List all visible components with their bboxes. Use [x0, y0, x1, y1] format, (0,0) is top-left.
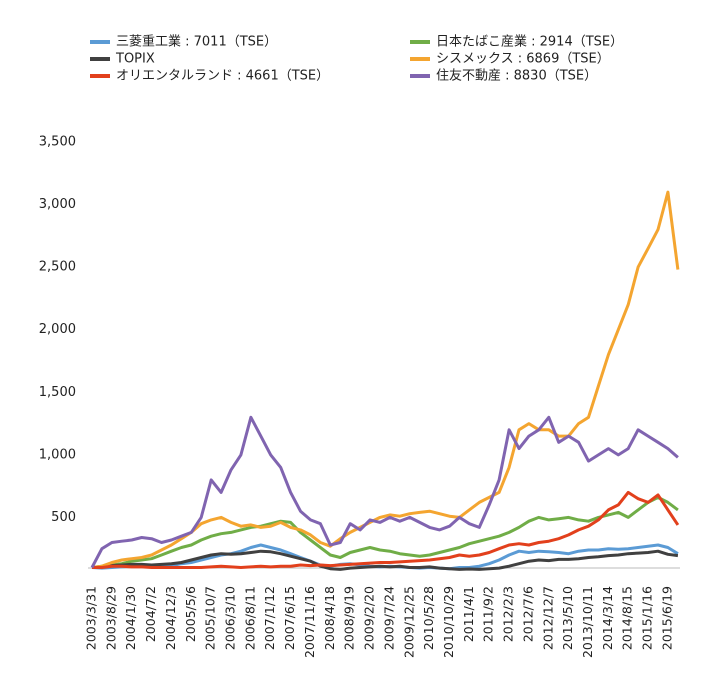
- x-tick-label: 2007/6/15: [282, 586, 297, 650]
- y-tick-label: 3,000: [39, 197, 76, 212]
- y-tick-label: 1,500: [39, 385, 76, 400]
- x-tick-label: 2006/8/11: [242, 586, 257, 650]
- x-tick-label: 2013/5/10: [560, 586, 575, 650]
- x-tick-label: 2008/4/18: [322, 586, 337, 650]
- y-tick-label: 3,500: [39, 135, 76, 150]
- x-tick-label: 2012/7/6: [520, 586, 535, 642]
- x-tick-label: 2014/3/14: [600, 586, 615, 650]
- x-tick-label: 2007/11/16: [302, 586, 317, 658]
- x-tick-label: 2012/12/7: [540, 586, 555, 650]
- x-tick-label: 2006/3/10: [223, 586, 238, 650]
- x-tick-label: 2004/12/3: [163, 586, 178, 650]
- x-tick-label: 2011/9/2: [481, 586, 496, 642]
- x-tick-label: 2014/8/15: [620, 586, 635, 650]
- x-tick-label: 2009/2/20: [362, 586, 377, 650]
- x-tick-label: 2010/10/29: [441, 586, 456, 658]
- x-tick-label: 2007/1/12: [262, 586, 277, 650]
- y-tick-label: 2,000: [39, 322, 76, 337]
- legend-label: 住友不動産 : 8830（TSE）: [436, 68, 597, 84]
- x-tick-label: 2013/10/11: [580, 586, 595, 658]
- x-tick-label: 2004/7/2: [143, 586, 158, 642]
- legend-label: 日本たばこ産業 : 2914（TSE）: [436, 34, 623, 50]
- y-tick-label: 2,500: [39, 260, 76, 275]
- series-line: [91, 190, 680, 569]
- x-tick-label: 2003/8/29: [103, 586, 118, 650]
- series-line: [91, 495, 679, 569]
- legend-label: シスメックス : 6869（TSE）: [436, 52, 610, 67]
- x-tick-label: 2015/1/16: [640, 586, 655, 650]
- x-tick-label: 2004/1/30: [123, 586, 138, 650]
- series-line: [90, 415, 679, 569]
- x-tick-label: 2012/2/3: [501, 586, 516, 642]
- legend-label: TOPIX: [115, 52, 155, 67]
- series-line: [92, 490, 680, 569]
- x-tick-label: 2009/12/25: [401, 586, 416, 658]
- x-tick-label: 2011/4/1: [461, 586, 476, 642]
- series-line: [91, 549, 679, 571]
- x-tick-label: 2005/5/6: [183, 586, 198, 642]
- y-tick-label: 500: [51, 510, 76, 525]
- legend-label: 三菱重工業 : 7011（TSE）: [116, 34, 277, 50]
- y-tick-label: 1,000: [39, 447, 76, 462]
- x-tick-label: 2015/6/19: [659, 586, 674, 650]
- legend-label: オリエンタルランド : 4661（TSE）: [116, 69, 329, 84]
- x-tick-label: 2008/9/19: [342, 586, 357, 650]
- x-tick-label: 2005/10/7: [203, 586, 218, 650]
- x-tick-label: 2009/7/24: [381, 586, 396, 650]
- x-tick-label: 2010/5/28: [421, 586, 436, 650]
- x-tick-label: 2003/3/31: [84, 586, 99, 650]
